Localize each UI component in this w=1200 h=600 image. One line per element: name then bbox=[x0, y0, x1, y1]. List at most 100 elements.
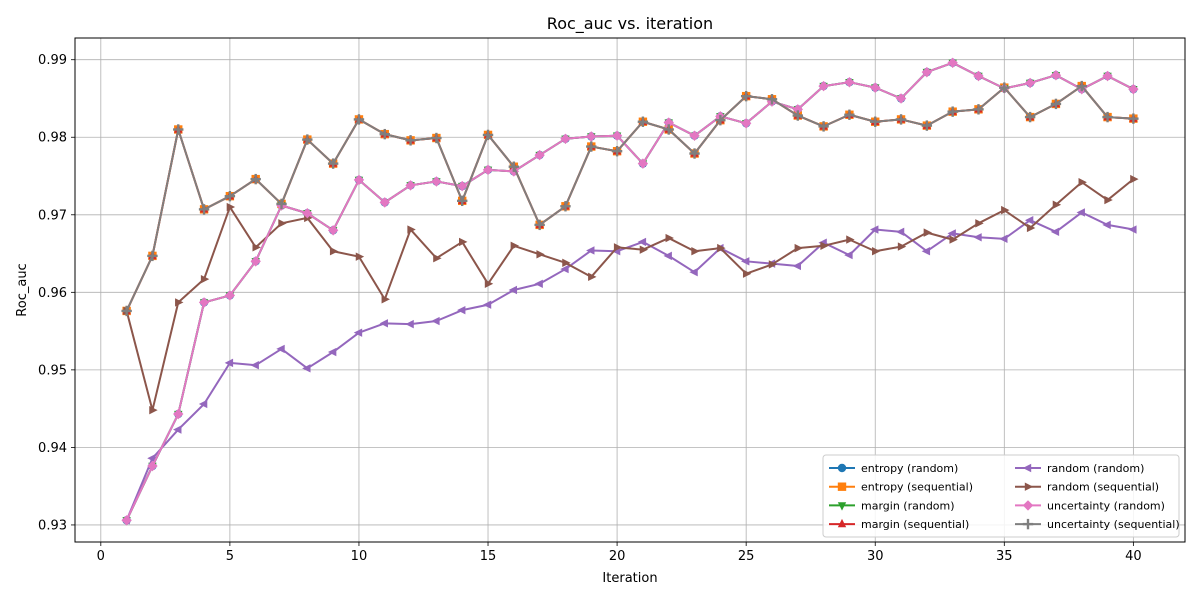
data-point bbox=[613, 243, 623, 252]
data-point bbox=[973, 104, 984, 115]
data-point bbox=[923, 228, 933, 237]
data-point bbox=[689, 130, 700, 141]
data-point bbox=[792, 110, 803, 121]
data-point bbox=[508, 285, 518, 295]
data-point bbox=[846, 235, 855, 244]
data-point bbox=[1128, 83, 1139, 95]
legend-label: uncertainty (sequential) bbox=[1047, 518, 1180, 531]
data-point bbox=[302, 134, 313, 145]
data-point bbox=[844, 76, 855, 88]
data-point bbox=[198, 204, 210, 215]
legend-label: margin (random) bbox=[861, 499, 955, 512]
data-point bbox=[870, 225, 879, 234]
data-point bbox=[276, 344, 285, 354]
data-point bbox=[173, 425, 182, 434]
data-point bbox=[431, 316, 440, 326]
data-point bbox=[560, 133, 571, 144]
data-point bbox=[560, 201, 571, 212]
x-tick-label: 20 bbox=[609, 549, 626, 564]
legend-label: entropy (sequential) bbox=[861, 481, 973, 494]
data-point bbox=[820, 241, 829, 251]
data-point bbox=[740, 90, 752, 102]
legend-swatch-marker bbox=[1022, 518, 1034, 530]
data-point bbox=[663, 124, 674, 135]
y-tick-label: 0.99 bbox=[38, 53, 67, 68]
data-point bbox=[999, 82, 1010, 93]
data-point bbox=[947, 57, 958, 69]
data-point bbox=[250, 361, 259, 370]
data-point bbox=[355, 252, 365, 261]
data-point bbox=[691, 247, 700, 256]
legend-label: uncertainty (random) bbox=[1047, 499, 1165, 512]
data-point bbox=[1026, 223, 1036, 233]
data-point bbox=[224, 290, 236, 301]
data-point bbox=[844, 250, 853, 260]
data-point bbox=[1024, 111, 1036, 123]
data-point bbox=[457, 195, 468, 207]
data-point bbox=[173, 408, 184, 420]
data-point bbox=[1076, 208, 1085, 217]
data-point bbox=[663, 251, 672, 261]
data-point bbox=[508, 161, 520, 172]
legend-item: random (sequential) bbox=[1015, 481, 1159, 494]
data-point bbox=[586, 131, 597, 142]
data-point bbox=[278, 219, 287, 228]
series-random-random bbox=[121, 208, 1137, 525]
data-point bbox=[766, 94, 778, 105]
data-point bbox=[818, 121, 829, 132]
series-line bbox=[125, 178, 1135, 412]
x-tick-label: 35 bbox=[996, 549, 1013, 564]
data-point bbox=[999, 234, 1008, 244]
x-tick-label: 10 bbox=[351, 549, 368, 564]
data-point bbox=[637, 158, 649, 169]
data-point bbox=[715, 114, 726, 126]
y-tick-label: 0.95 bbox=[38, 363, 67, 378]
series-line bbox=[125, 211, 1134, 521]
data-point bbox=[327, 347, 337, 357]
data-point bbox=[1128, 113, 1139, 124]
data-point bbox=[457, 180, 468, 192]
data-point bbox=[921, 120, 933, 131]
data-point bbox=[459, 237, 468, 247]
data-point bbox=[973, 70, 984, 82]
data-point bbox=[588, 272, 597, 282]
data-point bbox=[482, 129, 494, 141]
x-tick-label: 0 bbox=[97, 549, 105, 564]
data-point bbox=[975, 219, 984, 228]
series-uncertainty-sequential bbox=[121, 80, 1139, 317]
data-point bbox=[534, 279, 543, 288]
legend-label: entropy (random) bbox=[861, 462, 958, 475]
data-point bbox=[1104, 195, 1113, 205]
data-point bbox=[250, 256, 261, 267]
data-point bbox=[947, 229, 956, 238]
x-tick-label: 40 bbox=[1125, 549, 1142, 564]
legend-swatch-marker bbox=[837, 502, 847, 511]
data-point bbox=[149, 405, 158, 415]
data-point bbox=[224, 190, 236, 202]
data-point bbox=[457, 305, 466, 315]
series-random-sequential bbox=[123, 174, 1139, 415]
series-line bbox=[125, 61, 1134, 521]
data-point bbox=[921, 247, 931, 256]
data-point bbox=[586, 141, 597, 152]
legend-item: entropy (sequential) bbox=[829, 481, 973, 494]
x-tick-label: 5 bbox=[226, 549, 234, 564]
x-tick-label: 15 bbox=[480, 549, 497, 564]
data-point bbox=[173, 124, 184, 135]
data-point bbox=[1130, 174, 1139, 184]
data-point bbox=[949, 235, 958, 244]
data-point bbox=[200, 274, 210, 284]
data-point bbox=[407, 225, 416, 234]
data-point bbox=[639, 245, 649, 254]
data-point bbox=[1102, 70, 1113, 82]
data-point bbox=[482, 164, 494, 176]
y-axis-label: Roc_auc bbox=[15, 263, 30, 316]
series-layer bbox=[121, 57, 1139, 526]
data-point bbox=[379, 128, 390, 140]
data-point bbox=[379, 319, 388, 328]
data-point bbox=[897, 242, 907, 251]
data-point bbox=[327, 225, 339, 236]
data-point bbox=[276, 198, 287, 210]
data-point bbox=[1102, 220, 1111, 230]
